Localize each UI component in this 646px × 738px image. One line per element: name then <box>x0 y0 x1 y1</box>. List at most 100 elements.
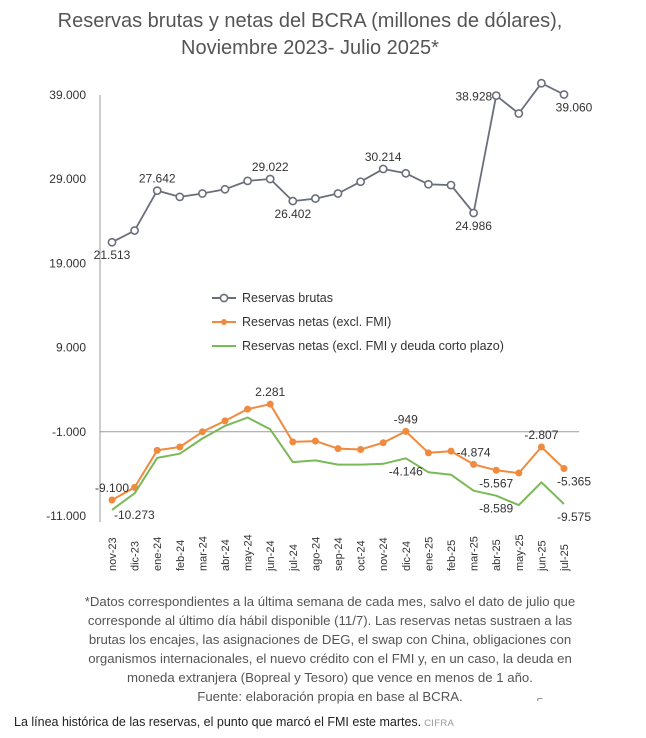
legend-label-2: Reservas netas (excl. FMI) <box>242 315 391 329</box>
series-1-point <box>559 90 569 99</box>
series-1-point <box>310 194 320 203</box>
series-2-point <box>560 465 568 473</box>
x-tick-label: dic-24 <box>401 541 413 571</box>
x-tick-label: jul-25 <box>559 544 571 572</box>
footnote-line: organismos internacionales, el nuevo cré… <box>88 651 572 666</box>
x-tick-label: ago-24 <box>310 537 322 571</box>
y-tick-label: -1.000 <box>52 425 86 439</box>
x-tick-label: ene-25 <box>423 537 435 571</box>
data-label: 30.214 <box>365 150 402 164</box>
series-1-point <box>197 189 207 198</box>
series-2-point <box>108 496 116 504</box>
series-2-point <box>379 439 387 447</box>
y-tick-label: 9.000 <box>56 341 86 355</box>
series-2-point <box>176 443 184 451</box>
x-tick-label: sep-24 <box>333 537 345 571</box>
x-tick-label: ene-24 <box>152 537 164 571</box>
series-1-point <box>175 192 185 202</box>
data-label: -2.807 <box>524 428 558 442</box>
series-2-point <box>311 437 319 445</box>
series-1-point <box>288 196 298 206</box>
x-tick-label: feb-25 <box>446 540 458 571</box>
series-2-point <box>198 428 206 436</box>
series-1-point <box>423 179 433 189</box>
series-2-point <box>289 438 297 446</box>
series-1-point <box>152 186 162 196</box>
data-label: -9.100 <box>95 481 129 495</box>
series-2-point <box>515 469 523 477</box>
y-tick-label: 19.000 <box>49 256 86 270</box>
x-tick-label: dic-23 <box>130 541 142 571</box>
series-line-1 <box>111 82 565 244</box>
series-1-point <box>491 91 501 101</box>
series-1-point <box>446 180 456 190</box>
x-tick-label: nov-24 <box>378 537 390 571</box>
legend-marker-1 <box>219 293 229 303</box>
data-label: 29.022 <box>252 160 289 174</box>
data-label: 2.281 <box>255 385 285 399</box>
series-1-point <box>107 237 117 247</box>
series-2-point <box>244 405 252 413</box>
x-tick-label: feb-24 <box>175 540 187 571</box>
footnote-line: moneda extranjera (Bopreal y Tesoro) que… <box>127 670 533 685</box>
caption-source: CIFRA <box>424 718 455 729</box>
image-caption: La línea histórica de las reservas, el p… <box>14 715 454 729</box>
corner-mark: ⌐ <box>537 694 543 705</box>
data-label: -4.146 <box>389 464 423 478</box>
footnote: *Datos correspondientes a la última sema… <box>30 592 630 706</box>
x-tick-label: oct-24 <box>356 540 368 571</box>
series-1-point <box>356 177 365 187</box>
data-label: 39.060 <box>556 100 593 114</box>
data-label: -9.575 <box>557 510 591 524</box>
series-1-point <box>220 184 230 194</box>
chart-title-line-1: Reservas brutas y netas del BCRA (millon… <box>57 10 563 32</box>
x-tick-label: jul-24 <box>288 544 300 572</box>
x-tick-label: jun-25 <box>536 540 548 572</box>
series-1-point <box>469 208 478 218</box>
series-2-point <box>266 400 274 408</box>
series-2-point <box>447 447 455 455</box>
footnote-source: Fuente: elaboración propia en base al BC… <box>197 689 463 704</box>
series-1-point <box>333 189 343 198</box>
data-label: 24.986 <box>455 219 492 233</box>
footnote-line: brutas los encajes, las asignaciones de … <box>88 632 572 647</box>
series-2-point <box>221 417 229 425</box>
data-label: -949 <box>394 412 418 426</box>
y-tick-label: 39.000 <box>49 88 86 102</box>
series-1-point <box>265 174 275 184</box>
data-label: 26.402 <box>274 207 311 221</box>
y-tick-label: -11.000 <box>46 509 86 523</box>
x-tick-label: abr-25 <box>491 539 503 571</box>
chart-title-line-2: Noviembre 2023- Julio 2025* <box>181 37 439 59</box>
legend-marker-2 <box>221 319 227 325</box>
series-2-point <box>402 427 410 435</box>
data-label: -5.567 <box>479 476 513 490</box>
series-1-point <box>130 226 139 235</box>
series-2-point <box>470 460 478 468</box>
data-label: -5.365 <box>557 475 591 489</box>
series-1-point <box>514 109 524 118</box>
data-label: 38.928 <box>455 90 492 104</box>
data-label: 27.642 <box>139 172 176 186</box>
caption-text: La línea histórica de las reservas, el p… <box>14 715 422 729</box>
chart-title: Reservas brutas y netas del BCRA (millon… <box>0 8 620 62</box>
x-tick-label: may-25 <box>514 534 526 571</box>
footnote-line: corresponde al último día hábil disponib… <box>87 613 573 628</box>
series-2-point <box>537 443 545 451</box>
y-tick-label: 29.000 <box>49 172 86 186</box>
series-2-point <box>492 466 500 474</box>
legend-label-3: Reservas netas (excl. FMI y deuda corto … <box>242 339 504 353</box>
x-tick-label: mar-24 <box>197 536 209 571</box>
series-1-point <box>537 78 546 88</box>
data-label: 21.513 <box>94 248 131 262</box>
x-tick-label: abr-24 <box>220 539 232 571</box>
series-2-point <box>424 449 432 457</box>
series-2-point <box>334 445 342 453</box>
series-1-point <box>243 176 252 186</box>
series-line-3 <box>111 416 565 511</box>
x-tick-label: jun-24 <box>265 540 277 572</box>
chart-plot: 39.000 29.000 19.000 9.000 -1.000 -11.000 nov-… <box>46 78 593 572</box>
x-tick-label: nov-23 <box>107 537 119 571</box>
data-label: -4.874 <box>457 445 491 459</box>
footnote-line: *Datos correspondientes a la última sema… <box>84 594 576 609</box>
